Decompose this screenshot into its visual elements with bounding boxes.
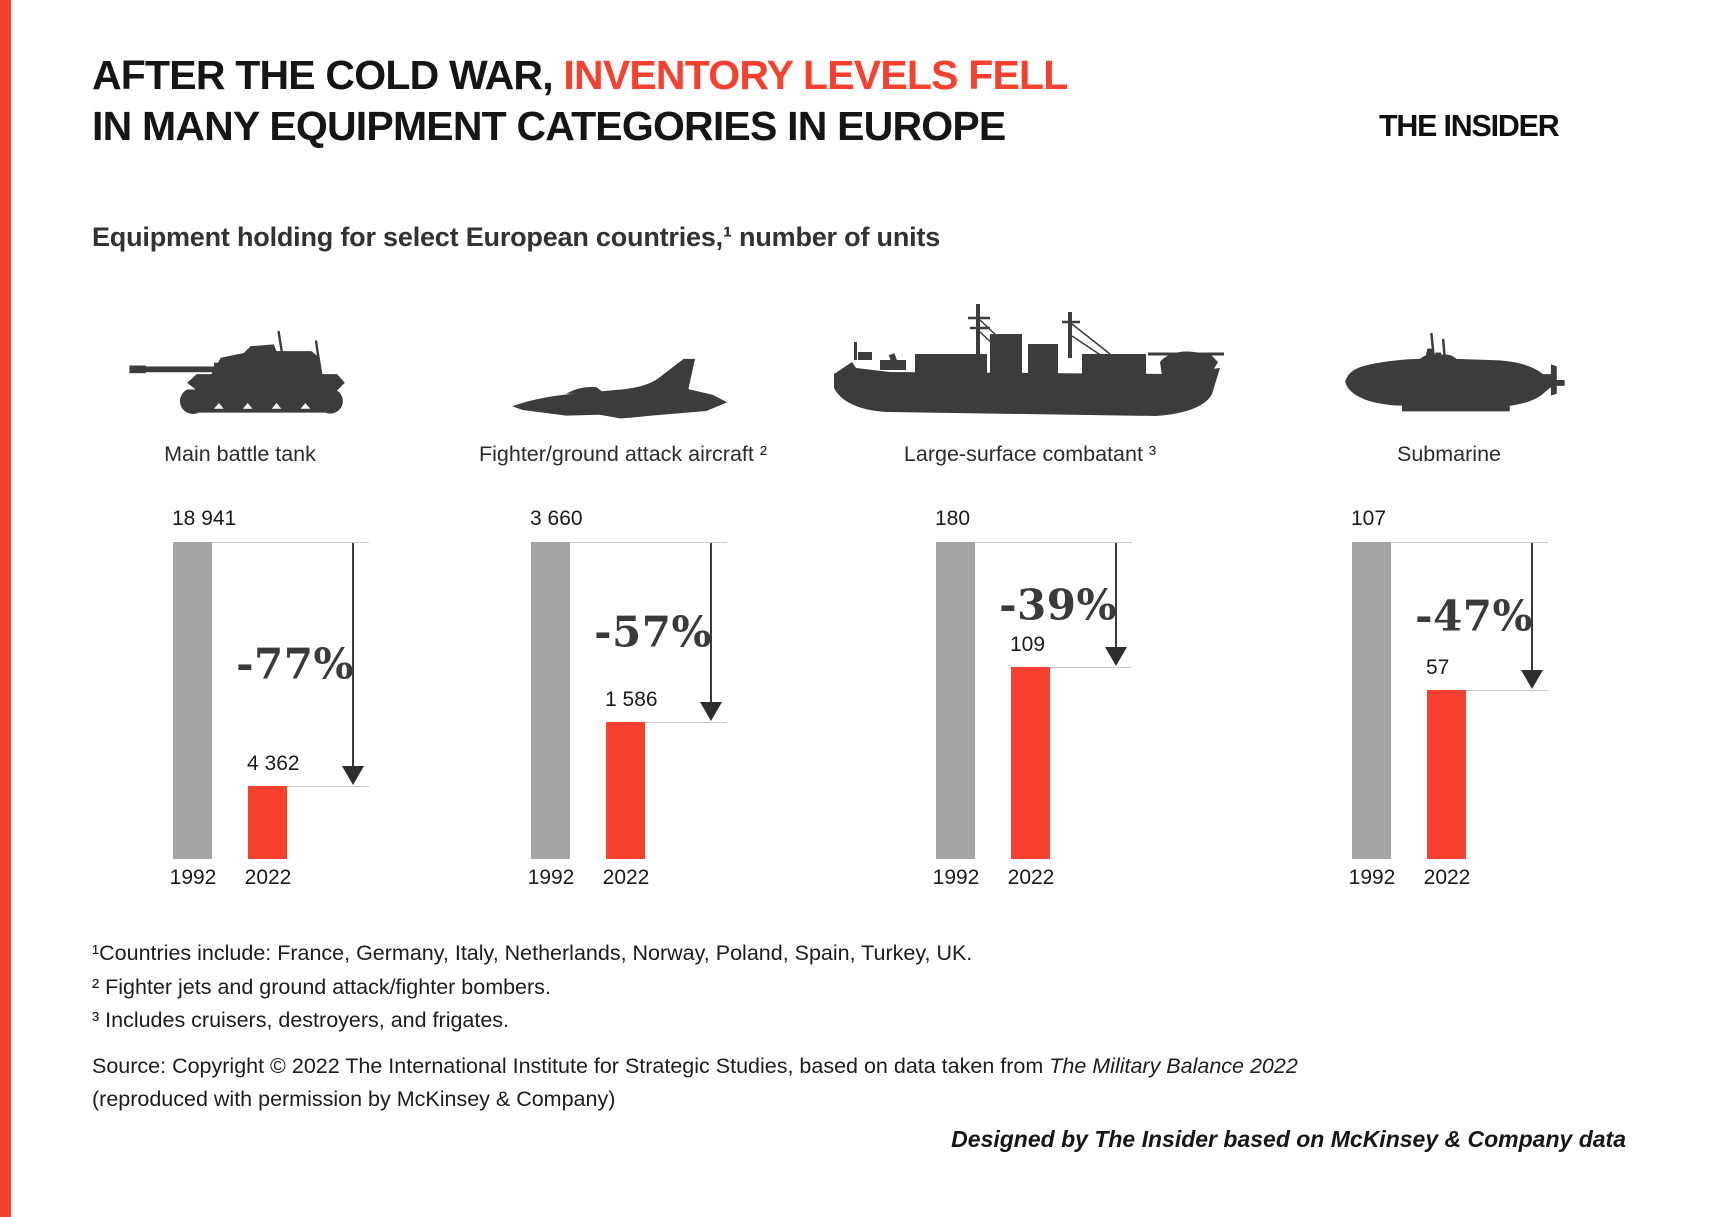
year-label-2022: 2022 — [1423, 866, 1471, 889]
value-1992: 18 941 — [172, 507, 237, 530]
bar-1992 — [936, 542, 975, 859]
warship-icon — [830, 300, 1230, 428]
year-label-1992: 1992 — [932, 866, 980, 889]
source-publication: The Military Balance 2022 — [1049, 1054, 1298, 1078]
bar-1992 — [531, 542, 570, 859]
title-line2: IN MANY EQUIPMENT CATEGORIES IN EUROPE — [92, 103, 1006, 149]
year-label-1992: 1992 — [527, 866, 575, 889]
arrow-line — [352, 543, 354, 766]
arrowhead-icon — [1105, 647, 1127, 666]
bar-2022 — [248, 786, 287, 859]
source-line2: (reproduced with permission by McKinsey … — [92, 1087, 616, 1111]
level-line-2022 — [645, 722, 727, 723]
bar-1992 — [173, 542, 212, 859]
footnote-2: ² Fighter jets and ground attack/fighter… — [92, 974, 551, 999]
category-label: Large-surface combatant ³ — [903, 442, 1157, 466]
footnote-3: ³ Includes cruisers, destroyers, and fri… — [92, 1008, 510, 1032]
year-label-1992: 1992 — [169, 866, 217, 889]
category-label: Fighter/ground attack aircraft ² — [479, 442, 767, 466]
level-line-1992 — [1391, 542, 1548, 543]
year-label-1992: 1992 — [1348, 866, 1396, 889]
tank-icon — [129, 300, 351, 428]
year-label-2022: 2022 — [244, 866, 292, 889]
arrow-line — [1115, 543, 1117, 647]
left-accent-stripe — [0, 0, 11, 1217]
level-line-2022 — [1466, 690, 1548, 691]
footnote-1: ¹Countries include: France, Germany, Ita… — [92, 941, 973, 965]
value-1992: 180 — [935, 507, 971, 530]
year-label-2022: 2022 — [602, 866, 650, 889]
submarine-icon — [1333, 300, 1565, 428]
level-line-2022 — [1050, 667, 1132, 668]
chart-subtitle: Equipment holding for select European co… — [92, 222, 941, 252]
arrow-line — [1531, 543, 1533, 670]
title-line1-red: INVENTORY LEVELS FELL — [563, 52, 1068, 98]
pct-label: -57% — [594, 607, 712, 657]
value-2022: 1 586 — [605, 688, 658, 711]
value-2022: 109 — [1010, 633, 1046, 656]
chart-group-large-surface-combatant: Large-surface combatant ³ 180 -39% 109 1… — [834, 300, 1224, 900]
footnotes: ¹Countries include: France, Germany, Ita… — [92, 937, 972, 1038]
level-line-2022 — [287, 786, 369, 787]
title-line1-black: AFTER THE COLD WAR, — [92, 52, 564, 98]
bar-1992 — [1352, 542, 1391, 859]
level-line-1992 — [570, 542, 727, 543]
bar-2022 — [606, 722, 645, 859]
level-line-1992 — [212, 542, 369, 543]
level-line-1992 — [975, 542, 1132, 543]
value-2022: 4 362 — [247, 752, 300, 775]
source-prefix: Source: Copyright © 2022 The Internation… — [92, 1054, 1050, 1078]
pct-label: -47% — [1415, 591, 1533, 641]
category-label: Main battle tank — [164, 442, 316, 466]
category-label: Submarine — [1397, 442, 1501, 466]
chart-group-fighter-aircraft: Fighter/ground attack aircraft ² 3 660 -… — [479, 300, 771, 900]
fighter-jet-icon — [508, 300, 738, 428]
pct-label: -77% — [236, 639, 354, 689]
year-label-2022: 2022 — [1007, 866, 1055, 889]
arrow-line — [710, 543, 712, 702]
arrowhead-icon — [700, 702, 722, 721]
pct-label: -39% — [999, 580, 1117, 629]
bar-2022 — [1011, 667, 1050, 859]
bar-2022 — [1427, 690, 1466, 859]
value-2022: 57 — [1426, 656, 1450, 679]
page-title: AFTER THE COLD WAR, INVENTORY LEVELS FEL… — [92, 50, 1068, 152]
value-1992: 3 660 — [530, 507, 583, 530]
design-credit: Designed by The Insider based on McKinse… — [951, 1126, 1626, 1152]
chart-group-main-battle-tank: Main battle tank 18 941 -77% 4 362 1992 … — [129, 300, 413, 900]
source-note: Source: Copyright © 2022 The Internation… — [92, 1050, 1298, 1116]
arrowhead-icon — [1521, 670, 1543, 689]
arrowhead-icon — [342, 766, 364, 785]
value-1992: 107 — [1351, 507, 1387, 530]
chart-group-submarine: Submarine 107 -47% 57 1992 2022 — [1345, 300, 1592, 900]
the-insider-logo: THE INSIDER — [1379, 108, 1560, 143]
